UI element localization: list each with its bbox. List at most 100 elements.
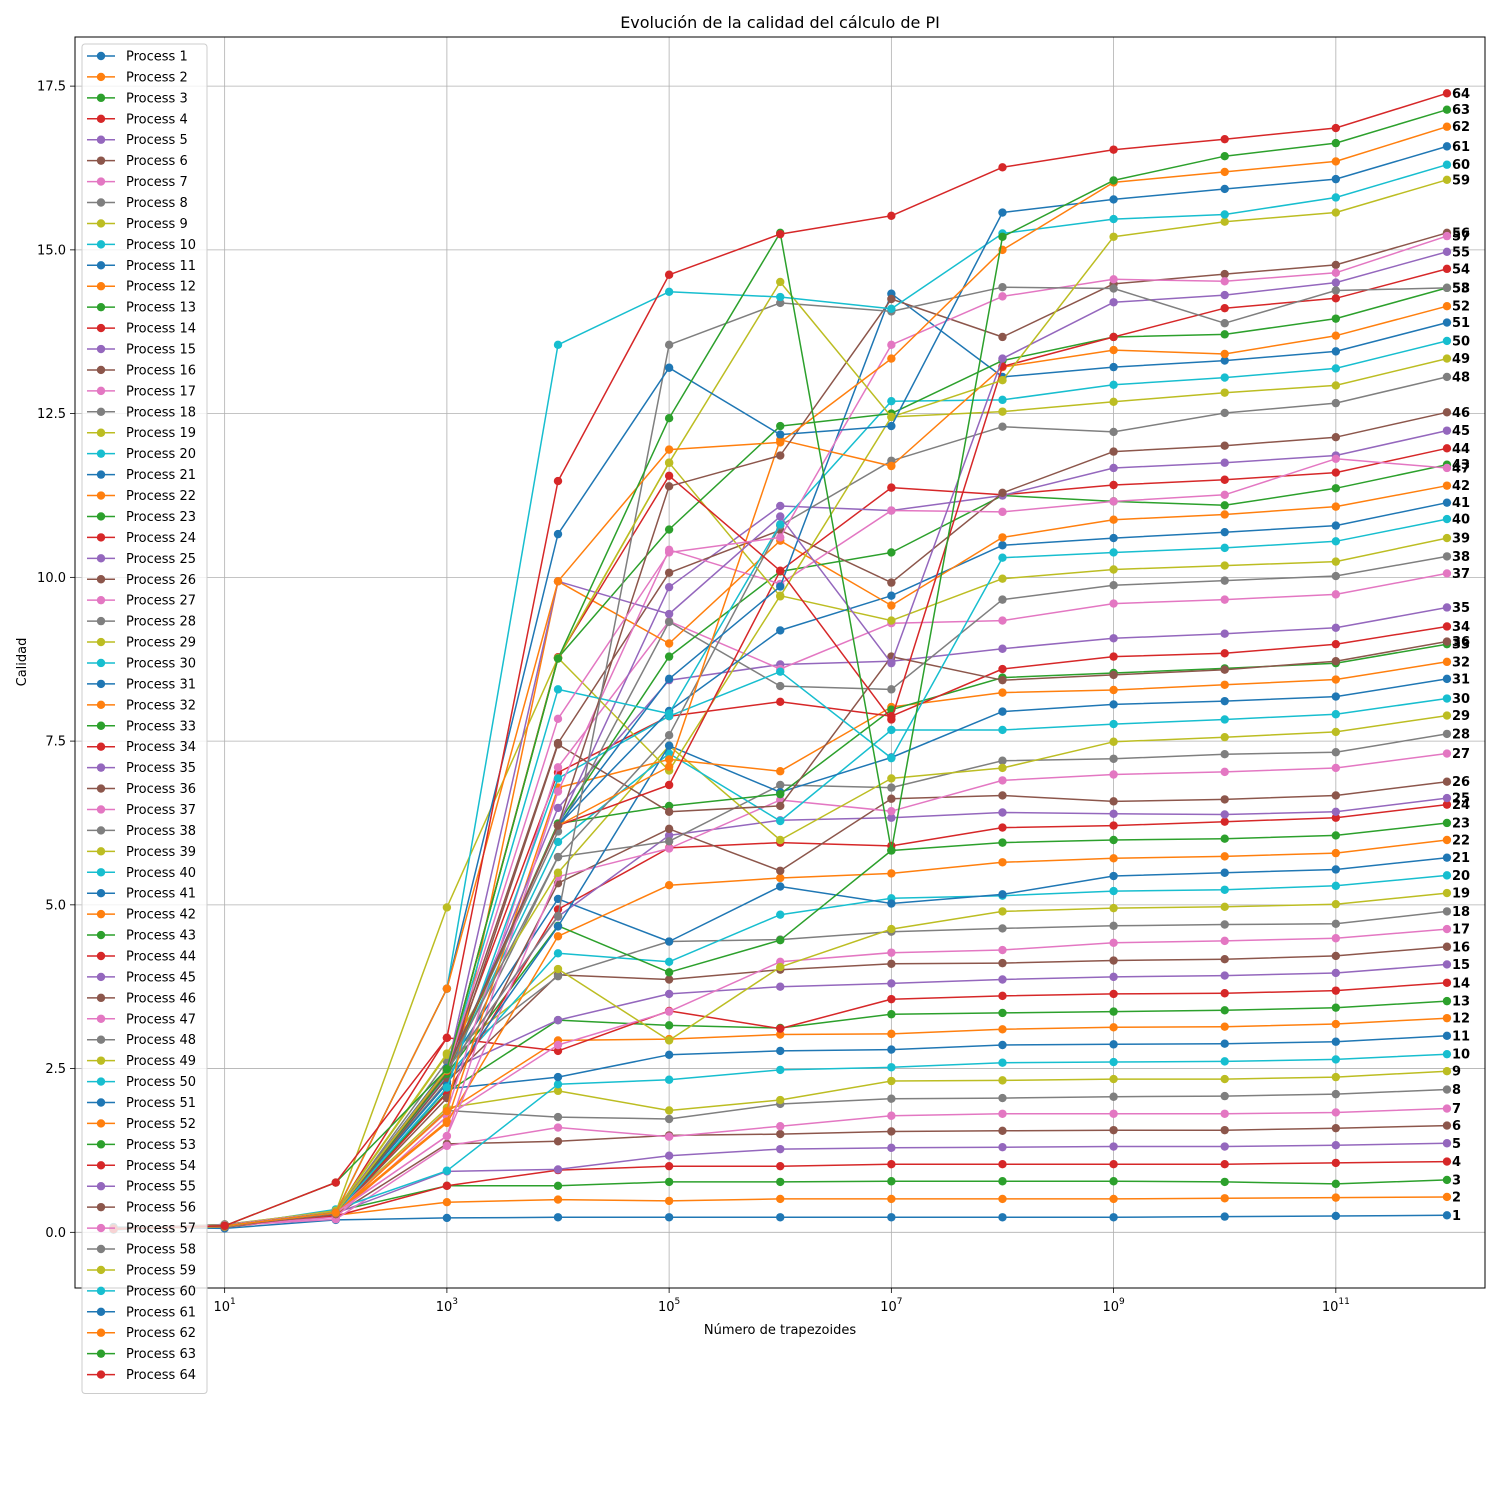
end-label: 35 [1452, 601, 1470, 616]
data-point [1331, 260, 1341, 270]
legend-swatch-marker [96, 847, 106, 856]
data-point [887, 899, 896, 908]
data-point [553, 738, 563, 748]
data-point [442, 1181, 452, 1191]
data-point [1109, 195, 1118, 204]
data-point [1109, 1074, 1118, 1084]
legend-swatch-marker [96, 512, 106, 521]
data-point [1109, 1142, 1118, 1151]
data-point [664, 937, 674, 946]
legend-swatch-marker [96, 868, 106, 877]
x-tick-label: 1011 [1322, 1297, 1350, 1315]
legend-frame [81, 43, 208, 1395]
data-point [442, 903, 452, 912]
end-label: 51 [1452, 316, 1470, 331]
data-point [664, 880, 674, 890]
legend-swatch-marker [96, 177, 106, 186]
legend-label: Process 36 [126, 782, 196, 797]
data-point [1331, 278, 1341, 287]
legend-item: Process 50 [87, 1075, 196, 1090]
end-label: 16 [1452, 940, 1470, 955]
data-point [1109, 652, 1118, 661]
legend-item: Process 41 [87, 887, 196, 902]
data-point [553, 1165, 563, 1174]
data-point [998, 756, 1007, 765]
data-point [1109, 447, 1118, 456]
data-point [1109, 1125, 1118, 1135]
series-64 [109, 89, 1452, 1234]
legend-label: Process 47 [126, 1012, 196, 1027]
legend-label: Process 16 [126, 363, 196, 378]
legend-label: Process 8 [126, 196, 188, 211]
data-point [442, 1049, 452, 1058]
data-point [553, 654, 563, 663]
legend-swatch-marker [96, 972, 106, 982]
legend-item: Process 59 [87, 1263, 196, 1278]
data-point [553, 1086, 563, 1096]
data-point [442, 1065, 452, 1074]
legend-item: Process 25 [87, 552, 196, 567]
data-point [1331, 1123, 1341, 1133]
data-point [776, 520, 785, 529]
end-label: 6 [1452, 1119, 1461, 1134]
data-point [1109, 497, 1118, 506]
data-point [776, 430, 785, 439]
end-label: 62 [1452, 120, 1470, 135]
data-point [1109, 397, 1118, 407]
data-point [1331, 1019, 1341, 1029]
data-point [664, 709, 674, 718]
legend-item: Process 9 [87, 217, 188, 232]
data-point [1109, 821, 1118, 830]
data-point [1220, 134, 1229, 144]
legend-swatch-marker [96, 470, 106, 479]
end-label: 44 [1452, 442, 1470, 457]
legend-item: Process 6 [87, 154, 188, 169]
data-point [887, 979, 896, 988]
data-point [1442, 89, 1452, 98]
data-point [1109, 634, 1118, 643]
data-point [331, 1178, 340, 1187]
legend-item: Process 46 [87, 991, 196, 1006]
legend-label: Process 31 [126, 677, 196, 692]
legend-item: Process 11 [87, 259, 196, 274]
data-point [1331, 432, 1341, 442]
data-point [664, 1114, 674, 1124]
data-point [1220, 1160, 1229, 1169]
data-point [998, 823, 1007, 832]
data-point [1220, 543, 1229, 553]
legend-label: Process 61 [126, 1305, 196, 1320]
data-point [1220, 1091, 1229, 1101]
end-label: 30 [1452, 692, 1470, 707]
end-label: 49 [1452, 352, 1470, 367]
data-point [664, 824, 674, 834]
data-point [1109, 1194, 1118, 1204]
data-point [1331, 268, 1341, 277]
data-point [1109, 972, 1118, 982]
data-point [998, 616, 1007, 625]
data-point [1442, 318, 1452, 327]
data-point [553, 972, 563, 981]
end-label: 61 [1452, 140, 1470, 155]
legend-swatch-marker [96, 784, 106, 793]
legend-item: Process 49 [87, 1054, 196, 1069]
legend-item: Process 61 [87, 1305, 196, 1320]
legend-swatch-marker [96, 282, 106, 291]
data-point [1220, 629, 1229, 638]
data-point [776, 533, 785, 542]
data-point [776, 789, 785, 799]
data-point [1331, 1158, 1341, 1168]
data-point [1220, 319, 1229, 328]
data-point [1442, 426, 1452, 435]
data-point [1331, 138, 1341, 148]
data-point [1442, 711, 1452, 720]
data-point [664, 731, 674, 740]
data-point [887, 959, 896, 968]
end-label: 64 [1452, 87, 1470, 102]
data-point [887, 813, 896, 822]
legend-label: Process 19 [126, 426, 196, 441]
data-point [1442, 1104, 1452, 1113]
data-point [553, 340, 563, 350]
data-point [1442, 231, 1452, 241]
data-point [664, 340, 674, 350]
